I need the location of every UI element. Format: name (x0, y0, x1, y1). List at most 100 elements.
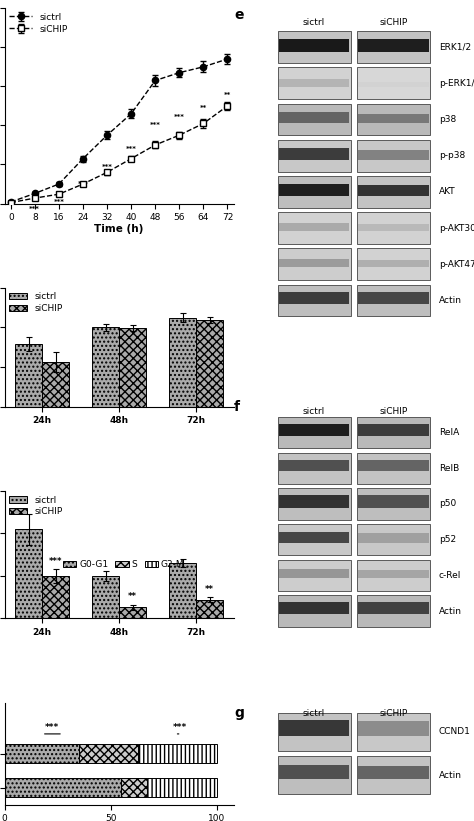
Bar (357, 488, 430, 520)
Bar (358, 495, 429, 507)
Text: p-AKT308: p-AKT308 (439, 223, 474, 232)
Text: Actin: Actin (439, 771, 462, 780)
Text: **: ** (128, 593, 137, 602)
Bar (277, 488, 350, 520)
Text: CCND1: CCND1 (439, 727, 471, 736)
Bar (279, 461, 349, 471)
Bar (279, 39, 349, 52)
Text: ERK1/2: ERK1/2 (439, 43, 471, 52)
Text: Actin: Actin (439, 607, 462, 616)
Bar (279, 495, 349, 507)
Bar (357, 140, 430, 172)
Bar (279, 764, 349, 779)
Bar (277, 524, 350, 555)
Text: p50: p50 (439, 499, 456, 508)
Bar (358, 766, 429, 779)
Bar (277, 67, 350, 99)
Bar (358, 534, 429, 543)
Bar (277, 140, 350, 172)
Bar (277, 176, 350, 208)
Text: siCHIP: siCHIP (379, 407, 408, 416)
Text: f: f (234, 400, 240, 414)
Text: sictrl: sictrl (303, 709, 325, 718)
Bar (279, 424, 349, 436)
Bar (358, 185, 429, 195)
Bar (277, 212, 350, 244)
Text: p38: p38 (439, 115, 456, 124)
Bar (357, 524, 430, 555)
Text: g: g (234, 706, 244, 720)
Text: ***: *** (126, 146, 137, 152)
Bar (358, 39, 429, 52)
Bar (279, 259, 349, 268)
Text: p-AKT473: p-AKT473 (439, 259, 474, 268)
Bar (358, 461, 429, 471)
Text: ***: *** (29, 205, 40, 212)
Text: sictrl: sictrl (303, 407, 325, 416)
Text: ***: *** (101, 163, 112, 169)
Bar (121, 778, 146, 797)
Bar (357, 713, 430, 751)
Bar (357, 417, 430, 448)
Bar (358, 224, 429, 231)
Bar (169, 318, 196, 406)
Bar (357, 756, 430, 795)
Text: Actin: Actin (439, 296, 462, 305)
Bar (169, 563, 196, 618)
Text: RelA: RelA (439, 428, 459, 437)
Text: **: ** (200, 105, 207, 111)
Bar (279, 721, 349, 736)
Bar (5, 745, 79, 763)
Bar (279, 149, 349, 159)
Bar (357, 31, 430, 63)
Bar (357, 176, 430, 208)
X-axis label: Time (h): Time (h) (94, 223, 144, 234)
Text: **: ** (224, 92, 231, 99)
Bar (279, 291, 349, 304)
Bar (358, 150, 429, 159)
Bar (277, 285, 350, 316)
Bar (279, 79, 349, 86)
Bar (279, 112, 349, 123)
Bar (92, 328, 119, 406)
Text: e: e (234, 8, 244, 22)
Text: ***: *** (174, 113, 185, 120)
Bar (357, 103, 430, 135)
Bar (358, 82, 429, 86)
Bar (358, 291, 429, 304)
Bar (196, 320, 223, 406)
Bar (279, 532, 349, 543)
Bar (358, 114, 429, 123)
Text: ***: *** (173, 723, 187, 732)
Text: RelB: RelB (439, 464, 459, 473)
Text: ***: *** (54, 199, 64, 205)
Bar (119, 328, 146, 406)
Bar (358, 260, 429, 268)
Bar (138, 745, 217, 763)
Bar (196, 599, 223, 618)
Bar (357, 212, 430, 244)
Bar (15, 344, 42, 406)
Bar (357, 452, 430, 484)
Bar (279, 602, 349, 614)
Legend: sictrl, siCHIP: sictrl, siCHIP (9, 292, 63, 313)
Text: siCHIP: siCHIP (379, 18, 408, 27)
Bar (5, 778, 121, 797)
Bar (277, 713, 350, 751)
Legend: sictrl, siCHIP: sictrl, siCHIP (9, 12, 67, 34)
Text: sictrl: sictrl (303, 18, 325, 27)
Bar (358, 721, 429, 736)
Bar (119, 608, 146, 618)
Text: p-p38: p-p38 (439, 151, 465, 160)
Bar (357, 67, 430, 99)
Bar (277, 756, 350, 795)
Bar (277, 452, 350, 484)
Bar (15, 530, 42, 618)
Bar (277, 103, 350, 135)
Bar (358, 570, 429, 578)
Bar (146, 778, 217, 797)
Legend: sictrl, siCHIP: sictrl, siCHIP (9, 496, 63, 516)
Text: AKT: AKT (439, 187, 456, 196)
Bar (79, 745, 138, 763)
Bar (277, 417, 350, 448)
